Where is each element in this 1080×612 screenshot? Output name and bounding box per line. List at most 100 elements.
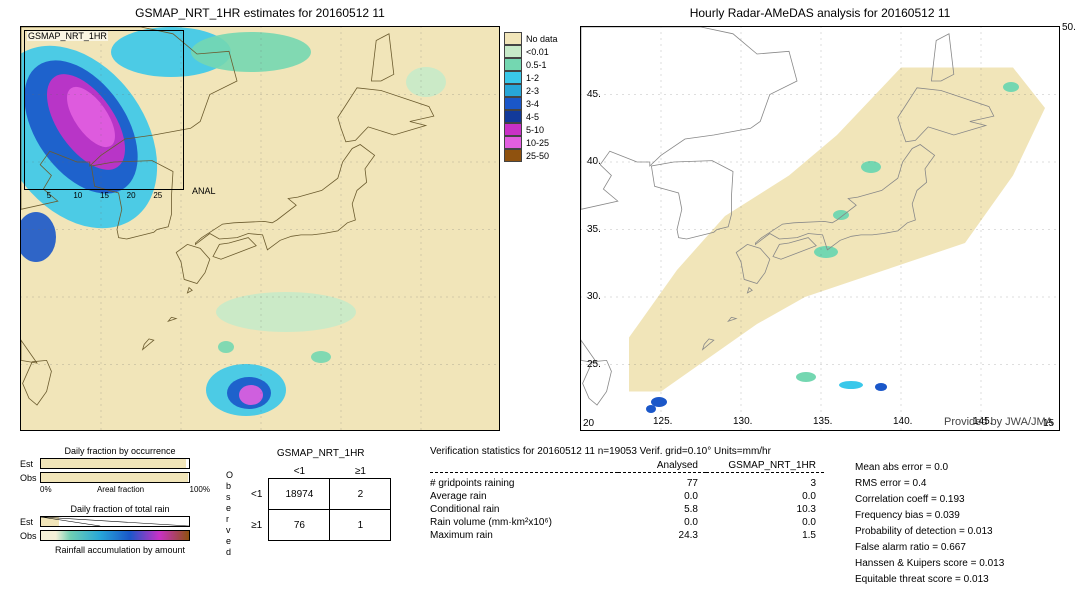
inset-x-20: 20 bbox=[127, 191, 136, 200]
anal-label: ANAL bbox=[192, 186, 216, 196]
right-map-svg bbox=[581, 27, 1060, 431]
axis-0: 0% bbox=[40, 485, 52, 494]
score-3: Frequency bias = 0.039 bbox=[855, 508, 1004, 524]
r-lon-135: 135. bbox=[813, 416, 832, 427]
stats-panel: Verification statistics for 20160512 11 … bbox=[430, 446, 824, 542]
obs-bar-track bbox=[40, 472, 190, 483]
legend-swatch-0 bbox=[504, 32, 522, 45]
est-bar-fill bbox=[41, 459, 186, 468]
occurrence-title: Daily fraction by occurrence bbox=[20, 446, 220, 456]
legend-label-7: 5-10 bbox=[526, 125, 544, 135]
stats-anal-2: 5.8 bbox=[618, 503, 706, 516]
stats-est-4: 1.5 bbox=[706, 529, 824, 542]
stats-header: Verification statistics for 20160512 11 … bbox=[430, 446, 824, 457]
axis-100: 100% bbox=[190, 485, 210, 494]
col-analysed: Analysed bbox=[618, 459, 706, 473]
axis-mid: Areal fraction bbox=[97, 485, 144, 494]
legend-row-6: 4-5 bbox=[504, 110, 558, 123]
right-map-title: Hourly Radar-AMeDAS analysis for 2016051… bbox=[580, 6, 1060, 20]
legend-row-8: 10-25 bbox=[504, 136, 558, 149]
inset-x-5: 5 bbox=[47, 191, 51, 200]
total-rain-title: Daily fraction of total rain bbox=[20, 504, 220, 514]
legend-swatch-1 bbox=[504, 45, 522, 58]
est-label-2: Est bbox=[20, 517, 40, 527]
r-lat-35: 35. bbox=[587, 224, 601, 235]
legend-label-3: 1-2 bbox=[526, 73, 539, 83]
r-lat-45: 45. bbox=[587, 89, 601, 100]
stats-name-4: Maximum rain bbox=[430, 529, 618, 542]
ctable-col-1: ≥1 bbox=[330, 465, 391, 479]
stats-anal-1: 0.0 bbox=[618, 490, 706, 503]
stats-row-0: # gridpoints raining773 bbox=[430, 477, 824, 490]
legend-row-3: 1-2 bbox=[504, 71, 558, 84]
legend-label-4: 2-3 bbox=[526, 86, 539, 96]
legend-row-9: 25-50 bbox=[504, 149, 558, 162]
left-map-svg bbox=[21, 27, 500, 431]
obs-grad-bar bbox=[40, 530, 190, 541]
observed-vlabel: Observed bbox=[226, 470, 233, 558]
inset-x-25: 25 bbox=[153, 191, 162, 200]
left-map-title: GSMAP_NRT_1HR estimates for 20160512 11 bbox=[20, 6, 500, 20]
r-lat-40: 40. bbox=[587, 156, 601, 167]
obs-label-2: Obs bbox=[20, 531, 40, 541]
ctable-cell-01: 2 bbox=[330, 479, 391, 510]
ctable-cell-00: 18974 bbox=[269, 479, 330, 510]
score-2: Correlation coeff = 0.193 bbox=[855, 492, 1004, 508]
legend-swatch-4 bbox=[504, 84, 522, 97]
obs-label: Obs bbox=[20, 473, 40, 483]
legend-swatch-3 bbox=[504, 71, 522, 84]
est-grad-track bbox=[40, 516, 190, 527]
stats-est-2: 10.3 bbox=[706, 503, 824, 516]
r-lon-150trunc: 15 bbox=[1043, 418, 1054, 429]
legend-row-1: <0.01 bbox=[504, 45, 558, 58]
stats-anal-4: 24.3 bbox=[618, 529, 706, 542]
ctable-cell-10: 76 bbox=[269, 510, 330, 541]
stats-anal-0: 77 bbox=[618, 477, 706, 490]
legend-row-0: No data bbox=[504, 32, 558, 45]
inset-x-15: 15 bbox=[100, 191, 109, 200]
accum-footer: Rainfall accumulation by amount bbox=[20, 545, 220, 555]
ctable-row-1: ≥1 bbox=[250, 510, 269, 541]
stats-name-2: Conditional rain bbox=[430, 503, 618, 516]
est-bar-track bbox=[40, 458, 190, 469]
legend-swatch-9 bbox=[504, 149, 522, 162]
legend-row-7: 5-10 bbox=[504, 123, 558, 136]
score-0: Mean abs error = 0.0 bbox=[855, 460, 1004, 476]
r-lon-140: 140. bbox=[893, 416, 912, 427]
score-5: False alarm ratio = 0.667 bbox=[855, 540, 1004, 556]
stats-est-0: 3 bbox=[706, 477, 824, 490]
daily-fraction-panel: Daily fraction by occurrence Est Obs 0% … bbox=[20, 446, 220, 557]
stats-est-1: 0.0 bbox=[706, 490, 824, 503]
r-lat-20: 20 bbox=[583, 418, 594, 429]
ctable-title: GSMAP_NRT_1HR bbox=[250, 448, 391, 459]
score-6: Hanssen & Kuipers score = 0.013 bbox=[855, 556, 1004, 572]
legend-row-5: 3-4 bbox=[504, 97, 558, 110]
color-legend: No data <0.01 0.5-1 1-2 2-3 3-4 4-5 5-1010-25 25… bbox=[504, 32, 558, 162]
r-lat-25: 25. bbox=[587, 359, 601, 370]
score-7: Equitable threat score = 0.013 bbox=[855, 572, 1004, 588]
legend-swatch-7 bbox=[504, 123, 522, 136]
legend-label-5: 3-4 bbox=[526, 99, 539, 109]
ctable-row-0: <1 bbox=[250, 479, 269, 510]
legend-swatch-2 bbox=[504, 58, 522, 71]
legend-swatch-8 bbox=[504, 136, 522, 149]
stats-anal-3: 0.0 bbox=[618, 516, 706, 529]
stats-row-1: Average rain0.00.0 bbox=[430, 490, 824, 503]
r-lon-125: 125. bbox=[653, 416, 672, 427]
legend-swatch-5 bbox=[504, 97, 522, 110]
contingency-table: GSMAP_NRT_1HR <1 ≥1 <1 18974 2 ≥1 76 1 bbox=[250, 448, 391, 541]
legend-label-9: 25-50 bbox=[526, 151, 549, 161]
legend-row-4: 2-3 bbox=[504, 84, 558, 97]
legend-label-1: <0.01 bbox=[526, 47, 549, 57]
legend-row-2: 0.5-1 bbox=[504, 58, 558, 71]
legend-label-6: 4-5 bbox=[526, 112, 539, 122]
right-map: Provided by JWA/JMA 125.130.135.140.145.… bbox=[580, 26, 1060, 431]
stats-name-1: Average rain bbox=[430, 490, 618, 503]
legend-label-0: No data bbox=[526, 34, 558, 44]
ctable-cell-11: 1 bbox=[330, 510, 391, 541]
legend-swatch-6 bbox=[504, 110, 522, 123]
score-1: RMS error = 0.4 bbox=[855, 476, 1004, 492]
legend-label-2: 0.5-1 bbox=[526, 60, 547, 70]
stats-name-3: Rain volume (mm·km²x10⁶) bbox=[430, 516, 618, 529]
inset-x-10: 10 bbox=[73, 191, 82, 200]
